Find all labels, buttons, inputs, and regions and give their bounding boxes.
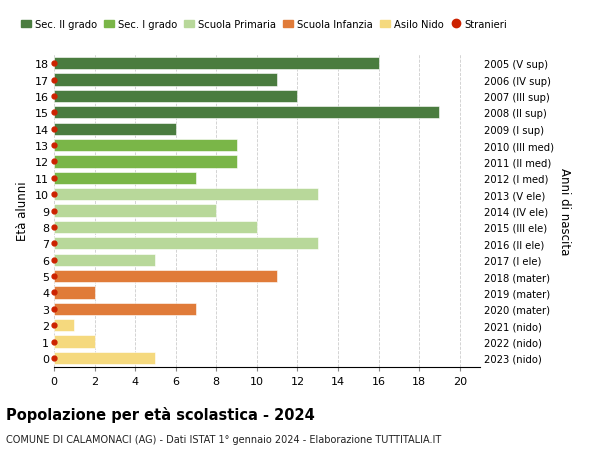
Bar — [54, 140, 236, 152]
Bar — [54, 156, 236, 168]
Bar — [54, 90, 298, 103]
Bar — [54, 287, 95, 299]
Bar — [54, 238, 318, 250]
Bar — [54, 221, 257, 234]
Bar — [54, 303, 196, 315]
Bar — [54, 123, 176, 135]
Bar — [54, 107, 439, 119]
Bar — [54, 205, 216, 217]
Text: COMUNE DI CALAMONACI (AG) - Dati ISTAT 1° gennaio 2024 - Elaborazione TUTTITALIA: COMUNE DI CALAMONACI (AG) - Dati ISTAT 1… — [6, 434, 441, 444]
Bar — [54, 74, 277, 87]
Legend: Sec. II grado, Sec. I grado, Scuola Primaria, Scuola Infanzia, Asilo Nido, Stran: Sec. II grado, Sec. I grado, Scuola Prim… — [20, 19, 507, 29]
Y-axis label: Anni di nascita: Anni di nascita — [558, 168, 571, 255]
Bar — [54, 319, 74, 332]
Text: Popolazione per età scolastica - 2024: Popolazione per età scolastica - 2024 — [6, 406, 315, 422]
Bar — [54, 270, 277, 283]
Bar — [54, 254, 155, 266]
Bar — [54, 58, 379, 70]
Bar — [54, 336, 95, 348]
Bar — [54, 352, 155, 364]
Bar — [54, 172, 196, 185]
Y-axis label: Età alunni: Età alunni — [16, 181, 29, 241]
Bar — [54, 189, 318, 201]
